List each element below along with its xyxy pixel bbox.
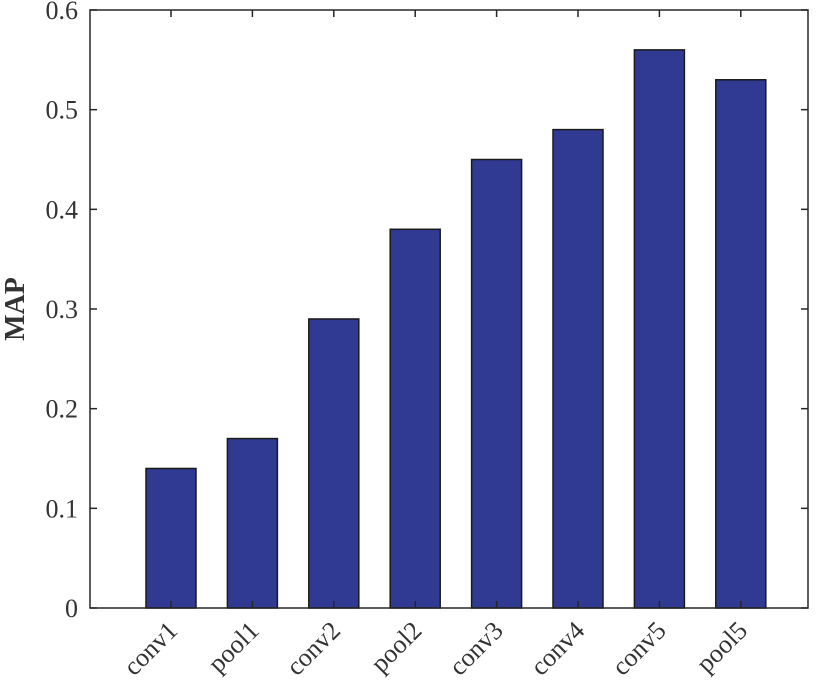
y-tick-label: 0 — [65, 594, 78, 623]
plot-area-frame — [89, 9, 809, 609]
bar-pool1 — [226, 437, 279, 609]
x-tick-label-pool5: pool5 — [691, 616, 753, 678]
y-axis-label: MAP — [0, 277, 31, 341]
x-tick-label-conv4: conv4 — [525, 616, 590, 681]
y-tick-label: 0.5 — [46, 96, 79, 125]
bar-conv5 — [633, 49, 686, 609]
bar-conv2 — [308, 318, 360, 609]
x-tick-label-conv5: conv5 — [606, 616, 671, 681]
x-tick-label-conv3: conv3 — [443, 616, 508, 681]
y-tick-label: 0.3 — [46, 295, 79, 324]
x-tick-label-conv1: conv1 — [118, 616, 183, 681]
bar-pool5 — [715, 79, 767, 609]
x-tick-label-pool1: pool1 — [202, 616, 264, 678]
bar-conv1 — [145, 467, 197, 609]
bar-conv4 — [552, 128, 604, 609]
x-tick-label-pool2: pool2 — [365, 616, 427, 678]
y-tick-label: 0.6 — [46, 0, 79, 25]
bar-conv3 — [470, 158, 523, 609]
y-tick-label: 0.2 — [46, 395, 79, 424]
y-tick-label: 0.4 — [46, 195, 79, 224]
bar-pool2 — [389, 228, 441, 609]
x-tick-label-conv2: conv2 — [281, 616, 346, 681]
bars-group — [145, 49, 767, 609]
y-axis: 0 0.1 0.2 0.3 0.4 0.5 0.6 — [46, 0, 808, 623]
y-tick-label: 0.1 — [46, 494, 79, 523]
